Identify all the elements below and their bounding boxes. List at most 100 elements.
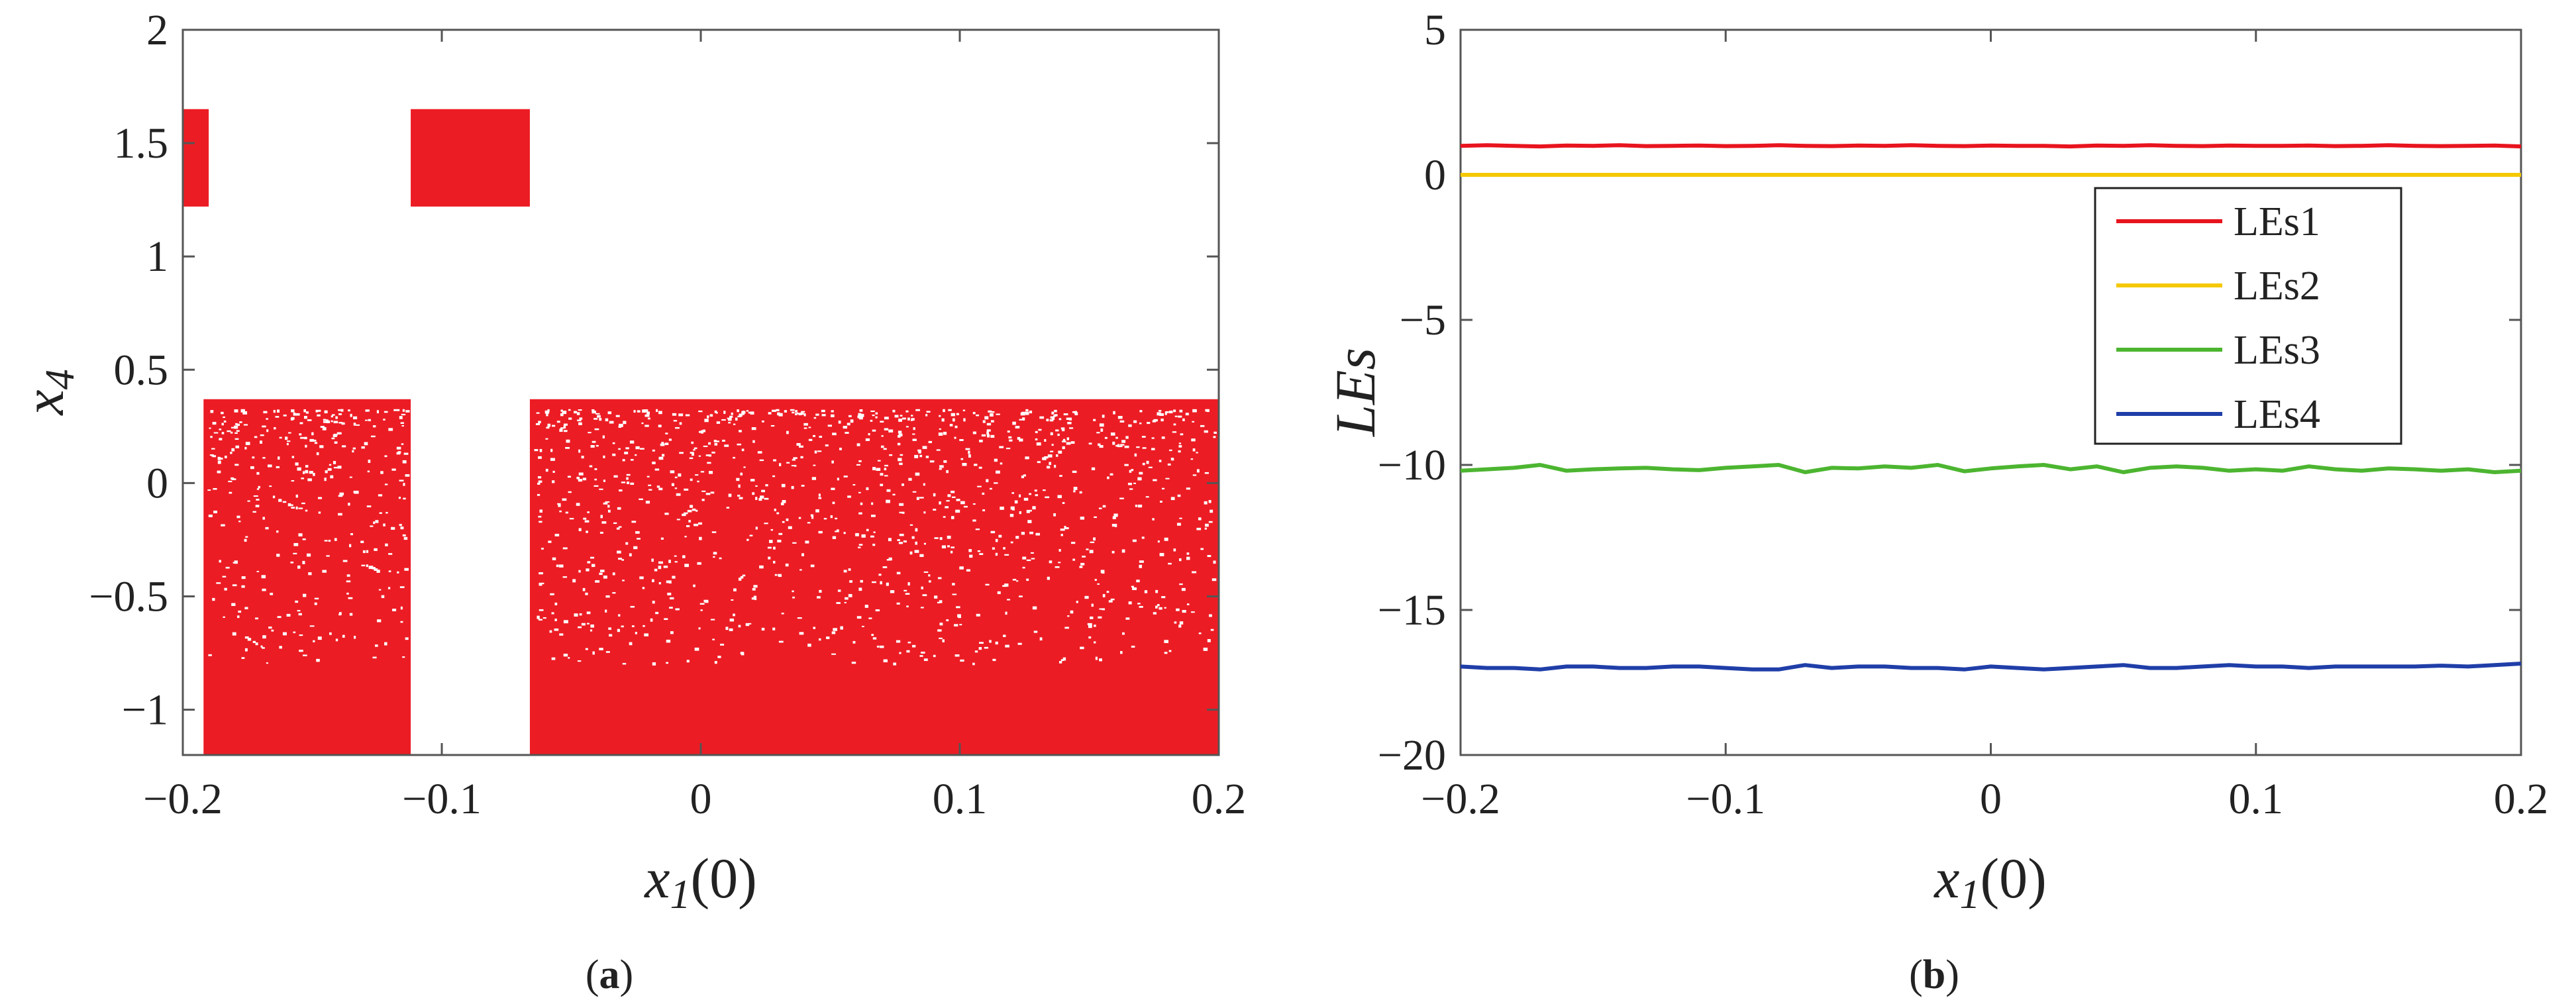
scatter-gap: [972, 431, 977, 434]
scatter-gap: [647, 417, 650, 420]
scatter-gap: [777, 412, 780, 416]
scatter-gap: [603, 455, 605, 458]
scatter-gap: [923, 571, 929, 573]
scatter-gap: [750, 411, 754, 415]
scatter-gap: [837, 589, 841, 592]
scatter-gap: [1039, 637, 1043, 641]
scatter-gap: [986, 429, 991, 432]
scatter-gap: [740, 472, 743, 476]
scatter-gap: [306, 553, 311, 557]
scatter-gap: [1102, 593, 1106, 597]
scatter-gap: [1033, 630, 1038, 633]
scatter-gap: [1109, 473, 1113, 476]
scatter-gap: [1208, 499, 1211, 503]
scatter-gap: [978, 466, 982, 469]
scatter-gap: [326, 555, 330, 557]
scatter-gap: [1069, 427, 1074, 429]
scatter-gap: [1091, 467, 1096, 471]
scatter-gap: [1153, 419, 1158, 422]
scatter-gap: [565, 446, 570, 449]
scatter-gap: [813, 417, 817, 419]
scatter-gap: [957, 614, 961, 618]
scatter-gap: [843, 570, 847, 573]
scatter-gap: [670, 470, 675, 474]
scatter-gap: [1007, 430, 1010, 433]
scatter-gap: [572, 579, 576, 583]
scatter-gap: [599, 572, 603, 576]
scatter-gap: [404, 568, 409, 571]
scatter-gap: [243, 424, 248, 426]
scatter-gap: [605, 418, 609, 422]
scatter-gap: [337, 466, 342, 469]
scatter-gap: [705, 493, 711, 495]
scatter-gap: [850, 420, 854, 423]
scatter-gap: [346, 580, 351, 583]
scatter-gap: [685, 414, 690, 417]
scatter-gap: [679, 452, 684, 454]
scatter-gap: [870, 419, 873, 422]
scatter-gap: [753, 585, 758, 588]
scatter-gap: [590, 624, 594, 628]
scatter-gap: [1131, 469, 1134, 472]
scatter-gap: [639, 576, 644, 579]
scatter-gap: [616, 527, 620, 530]
scatter-gap: [1058, 450, 1062, 454]
scatter-gap: [733, 456, 736, 459]
scatter-gap: [600, 570, 605, 572]
scatter-gap: [298, 613, 302, 616]
scatter-gap: [1070, 441, 1075, 444]
scatter-gap: [1125, 617, 1130, 620]
scatter-gap: [1102, 415, 1105, 418]
scatter-gap: [1137, 603, 1141, 605]
scatter-gap: [979, 439, 983, 442]
scatter-gap: [818, 493, 821, 497]
scatter-gap: [725, 627, 729, 630]
scatter-gap: [621, 625, 624, 628]
scatter-gap: [717, 656, 721, 658]
scatter-gap: [1164, 412, 1167, 415]
scatter-gap: [387, 587, 391, 589]
scatter-gap: [795, 413, 798, 416]
scatter-gap: [325, 470, 328, 474]
scatter-gap: [592, 411, 596, 414]
scatter-gap: [990, 413, 994, 417]
scatter-gap: [675, 427, 680, 429]
scatter-gap: [858, 546, 861, 548]
scatter-gap: [587, 511, 590, 513]
scatter-gap: [1122, 632, 1125, 635]
scatter-gap: [819, 435, 823, 438]
scatter-gap: [1026, 578, 1029, 581]
scatter-gap: [864, 605, 868, 608]
scatter-gap: [366, 505, 372, 507]
scatter-gap: [711, 531, 717, 533]
scatter-gap: [282, 632, 287, 636]
scatter-gap: [684, 488, 689, 491]
scatter-gap: [674, 476, 678, 479]
scatter-gap: [943, 516, 946, 518]
scatter-gap: [1155, 605, 1158, 609]
scatter-gap: [238, 610, 242, 613]
scatter-gap: [535, 423, 541, 425]
scatter-gap: [1080, 646, 1084, 650]
scatter-gap: [1132, 539, 1137, 542]
scatter-gap: [660, 537, 664, 540]
scatter-gap: [818, 497, 822, 499]
scatter-gap: [754, 597, 757, 601]
panel-label-a: (a): [586, 952, 633, 997]
scatter-gap: [652, 601, 655, 604]
scatter-gap: [231, 477, 234, 479]
scatter-gap: [896, 602, 900, 605]
scatter-gap: [858, 413, 862, 417]
scatter-gap: [858, 512, 862, 515]
scatter-gap: [736, 478, 740, 481]
scatter-gap: [996, 470, 1000, 474]
scatter-gap: [388, 553, 393, 555]
scatter-gap: [1134, 453, 1137, 457]
scatter-gap: [1098, 507, 1102, 509]
scatter-gap: [858, 544, 863, 546]
scatter-gap: [297, 610, 301, 612]
scatter-gap: [700, 609, 703, 611]
scatter-gap: [307, 478, 312, 481]
scatter-gap: [210, 436, 213, 438]
scatter-gap: [335, 416, 338, 419]
